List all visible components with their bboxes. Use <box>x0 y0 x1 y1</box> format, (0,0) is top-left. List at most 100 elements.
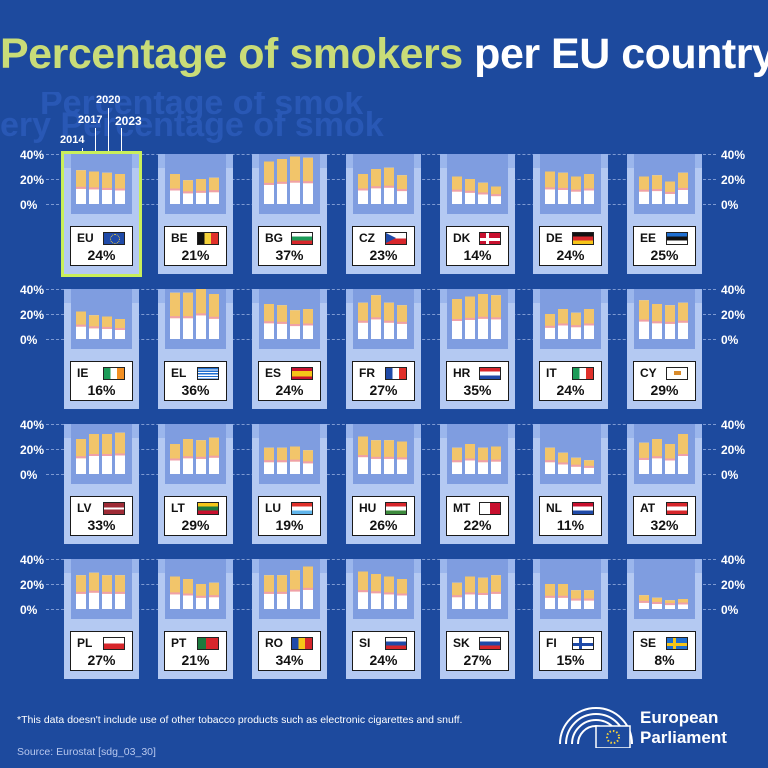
country-card-el: EL 36% <box>158 289 233 409</box>
bar-filter <box>491 295 501 320</box>
country-code: NL <box>546 501 562 515</box>
cigarette-bars <box>76 170 125 204</box>
bar-band <box>209 190 219 193</box>
bar-hu-2020 <box>384 440 394 474</box>
bar-band <box>397 189 407 192</box>
country-code: SK <box>453 636 470 650</box>
country-value: 37% <box>275 247 304 263</box>
bar-filter <box>397 175 407 192</box>
axis-label-left-row1-1: 20% <box>20 173 45 187</box>
axis-label-right-row3-1: 20% <box>721 443 746 457</box>
flag-lt-icon <box>197 502 219 515</box>
country-code: PT <box>171 636 187 650</box>
bar-lt-2017 <box>183 439 193 474</box>
cigarette-bars <box>264 156 313 204</box>
axis-label-right-row4-2: 0% <box>721 603 739 617</box>
bar-filter <box>571 312 581 328</box>
country-value: 36% <box>181 382 210 398</box>
country-value: 22% <box>463 517 492 533</box>
axis-label-left-row1-0: 40% <box>20 148 45 162</box>
cigarette-bars <box>170 576 219 609</box>
bar-band <box>545 325 555 328</box>
flag-bg-icon <box>291 232 313 245</box>
bar-band <box>545 187 555 190</box>
axis-label-left-row3-0: 40% <box>20 418 45 432</box>
bar-filter <box>571 590 581 601</box>
bar-filter <box>652 439 662 459</box>
axis-label-right-row1-0: 40% <box>721 148 746 162</box>
country-code: AT <box>640 501 656 515</box>
bar-cy-2020 <box>665 305 675 339</box>
country-label: IT 24% <box>539 361 602 401</box>
country-value: 11% <box>556 517 585 533</box>
bar-filter <box>115 174 125 191</box>
ep-wordmark-line-2: Parliament <box>640 728 727 747</box>
country-code: LU <box>265 501 281 515</box>
flag-mt-icon <box>479 502 501 515</box>
bar-band <box>170 316 180 319</box>
bar-band <box>558 462 568 465</box>
bar-band <box>571 189 581 192</box>
bar-filter <box>652 304 662 324</box>
bar-band <box>290 324 300 327</box>
bar-nl-2023 <box>584 460 594 474</box>
country-card-es: ES 24% <box>252 289 327 409</box>
bar-sk-2023 <box>491 575 501 609</box>
bar-band <box>290 459 300 462</box>
bar-lv-2014 <box>76 439 86 474</box>
bar-band <box>545 595 555 598</box>
bar-band <box>102 591 112 594</box>
bar-band <box>358 590 368 593</box>
bar-band <box>452 460 462 463</box>
country-label: ES 24% <box>258 361 321 401</box>
axis-label-left-row1-2: 0% <box>20 198 38 212</box>
bar-filter <box>290 310 300 327</box>
country-value: 29% <box>181 517 210 533</box>
country-code: PL <box>77 636 93 650</box>
bar-sk-2014 <box>452 582 462 609</box>
country-card-dk: DK 14% <box>440 154 515 274</box>
bar-filter <box>558 452 568 465</box>
bar-filter <box>115 575 125 594</box>
bar-band <box>584 188 594 191</box>
bar-fr-2020 <box>384 302 394 339</box>
bar-lv-2017 <box>89 434 99 474</box>
bar-filter <box>264 304 274 324</box>
country-code: SE <box>640 636 657 650</box>
country-label: PL 27% <box>70 631 133 671</box>
country-card-mt: MT 22% <box>440 424 515 544</box>
country-value: 27% <box>463 652 492 668</box>
bar-filter <box>545 314 555 328</box>
bar-band <box>76 324 86 327</box>
flag-nl-icon <box>572 502 594 515</box>
country-code: SI <box>359 636 371 650</box>
bar-band <box>652 321 662 324</box>
country-code: IT <box>546 366 557 380</box>
bar-band <box>397 457 407 460</box>
bar-at-2023 <box>678 434 688 474</box>
country-value: 24% <box>369 652 398 668</box>
bar-band <box>652 456 662 459</box>
bar-ie-2020 <box>102 316 112 339</box>
bar-pt-2020 <box>196 584 206 609</box>
bar-band <box>277 460 287 463</box>
bar-filter <box>209 294 219 319</box>
bar-filter <box>264 575 274 594</box>
axis-label-left-row3-2: 0% <box>20 468 38 482</box>
bar-band <box>358 320 368 323</box>
ghost-title-echo: Percentage of smok ery Percentage of smo… <box>0 92 400 147</box>
bar-pl-2014 <box>76 575 86 609</box>
bar-filter <box>290 156 300 183</box>
bar-filter <box>558 172 568 190</box>
bar-filter <box>545 584 555 598</box>
bar-band <box>558 595 568 598</box>
bar-mt-2020 <box>478 447 488 474</box>
bar-band <box>196 190 206 193</box>
bar-se-2023 <box>678 599 688 609</box>
bar-filter <box>277 305 287 324</box>
country-card-lv: LV 33% <box>64 424 139 544</box>
bar-filter <box>277 575 287 594</box>
bar-band <box>478 592 488 595</box>
axis-label-right-row4-0: 40% <box>721 553 746 567</box>
country-label: BG 37% <box>258 226 321 266</box>
